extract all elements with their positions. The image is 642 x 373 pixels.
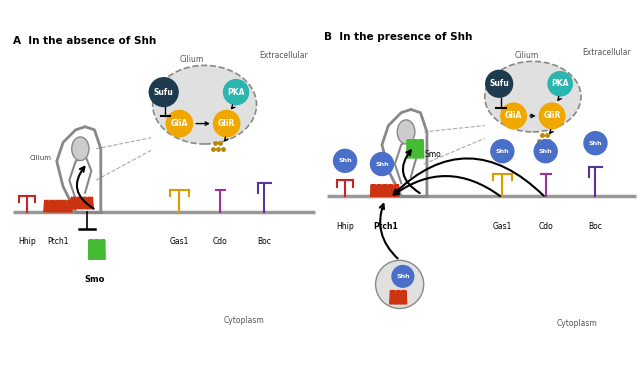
Text: Shh: Shh — [539, 149, 553, 154]
Text: Extracellular: Extracellular — [582, 48, 631, 57]
Circle shape — [392, 265, 415, 288]
Circle shape — [539, 103, 566, 129]
Text: Boc: Boc — [589, 222, 602, 231]
Text: Ptch1: Ptch1 — [48, 237, 69, 246]
Circle shape — [333, 148, 357, 173]
Text: Hhip: Hhip — [18, 237, 36, 246]
Ellipse shape — [485, 61, 581, 132]
Circle shape — [213, 110, 241, 137]
Text: Cytoplasm: Cytoplasm — [223, 316, 265, 325]
Text: Cilium: Cilium — [30, 155, 52, 161]
Text: Shh: Shh — [396, 274, 410, 279]
Circle shape — [148, 77, 179, 107]
Text: GliR: GliR — [218, 119, 236, 128]
Circle shape — [223, 79, 249, 105]
Text: GliA: GliA — [505, 112, 523, 120]
Circle shape — [490, 139, 515, 163]
Circle shape — [583, 131, 607, 156]
Text: GliA: GliA — [171, 119, 188, 128]
Text: Shh: Shh — [589, 141, 602, 146]
Text: Ptch1: Ptch1 — [373, 222, 397, 231]
Text: Smo: Smo — [84, 275, 105, 283]
Text: Cytoplasm: Cytoplasm — [557, 319, 597, 328]
Text: B  In the presence of Shh: B In the presence of Shh — [324, 32, 473, 43]
Text: Shh: Shh — [496, 149, 509, 154]
Text: A  In the absence of Shh: A In the absence of Shh — [13, 35, 156, 46]
Circle shape — [500, 103, 527, 129]
Circle shape — [370, 152, 394, 176]
Ellipse shape — [153, 65, 257, 144]
Text: Sufu: Sufu — [154, 88, 173, 97]
Ellipse shape — [72, 137, 89, 160]
Circle shape — [376, 260, 424, 308]
Text: Shh: Shh — [338, 158, 352, 163]
Ellipse shape — [397, 120, 415, 144]
Text: Hhip: Hhip — [336, 222, 354, 231]
Text: PKA: PKA — [227, 88, 245, 97]
Circle shape — [485, 70, 514, 98]
Text: Extracellular: Extracellular — [259, 51, 308, 60]
Text: PKA: PKA — [551, 79, 569, 88]
Circle shape — [534, 139, 558, 163]
Text: Cdo: Cdo — [213, 237, 228, 246]
Text: Gas1: Gas1 — [492, 222, 512, 231]
Text: Shh: Shh — [375, 162, 389, 166]
Text: GliR: GliR — [543, 112, 561, 120]
Text: Sufu: Sufu — [489, 79, 509, 88]
Circle shape — [166, 110, 193, 137]
Text: Smo: Smo — [425, 150, 442, 159]
Text: Cilium: Cilium — [514, 51, 539, 60]
Circle shape — [547, 71, 573, 97]
Text: Gas1: Gas1 — [169, 237, 189, 246]
Text: Cilium: Cilium — [180, 55, 204, 64]
Text: Cdo: Cdo — [539, 222, 553, 231]
Text: Boc: Boc — [257, 237, 272, 246]
